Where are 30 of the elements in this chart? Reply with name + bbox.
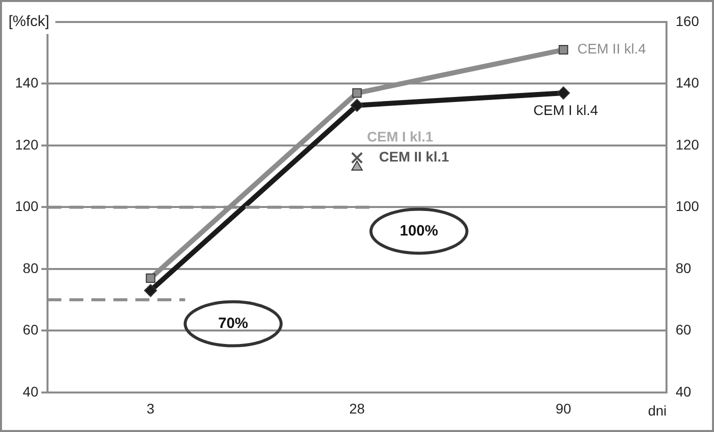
y2-tick-label: 40 xyxy=(676,383,692,400)
point xyxy=(350,98,364,112)
series-label: CEM I kl.1 xyxy=(367,128,434,145)
x-tick-label: 28 xyxy=(349,400,365,417)
point xyxy=(556,86,570,100)
x-axis-title: dni xyxy=(648,402,667,418)
y-tick-label: 120 xyxy=(15,136,39,152)
series-label: CEM II kl.4 xyxy=(577,40,646,57)
y2-tick-label: 140 xyxy=(676,74,700,91)
point xyxy=(558,45,568,55)
y2-tick-label: 160 xyxy=(676,12,700,29)
ref-line-label: 100% xyxy=(400,222,438,240)
y-tick-label: 100 xyxy=(15,198,39,214)
series-label: CEM II kl.1 xyxy=(379,148,450,165)
y2-tick-label: 100 xyxy=(676,198,700,214)
y2-tick-label: 60 xyxy=(676,322,692,338)
y-axis-title: [%fck] xyxy=(8,13,50,30)
point xyxy=(352,88,362,98)
y-tick-label: 140 xyxy=(15,74,39,91)
x-tick-label: 3 xyxy=(146,400,155,417)
y-tick-label: 80 xyxy=(22,260,39,276)
y-tick-label: 60 xyxy=(22,322,39,338)
point xyxy=(146,273,156,283)
ref-line-label: 70% xyxy=(218,314,248,332)
point xyxy=(144,284,158,298)
y-tick-label: 40 xyxy=(22,383,39,400)
x-tick-label: 90 xyxy=(556,400,572,417)
series-label: CEM I kl.4 xyxy=(533,102,598,118)
y2-tick-label: 80 xyxy=(676,260,692,276)
y2-tick-label: 120 xyxy=(676,136,700,152)
